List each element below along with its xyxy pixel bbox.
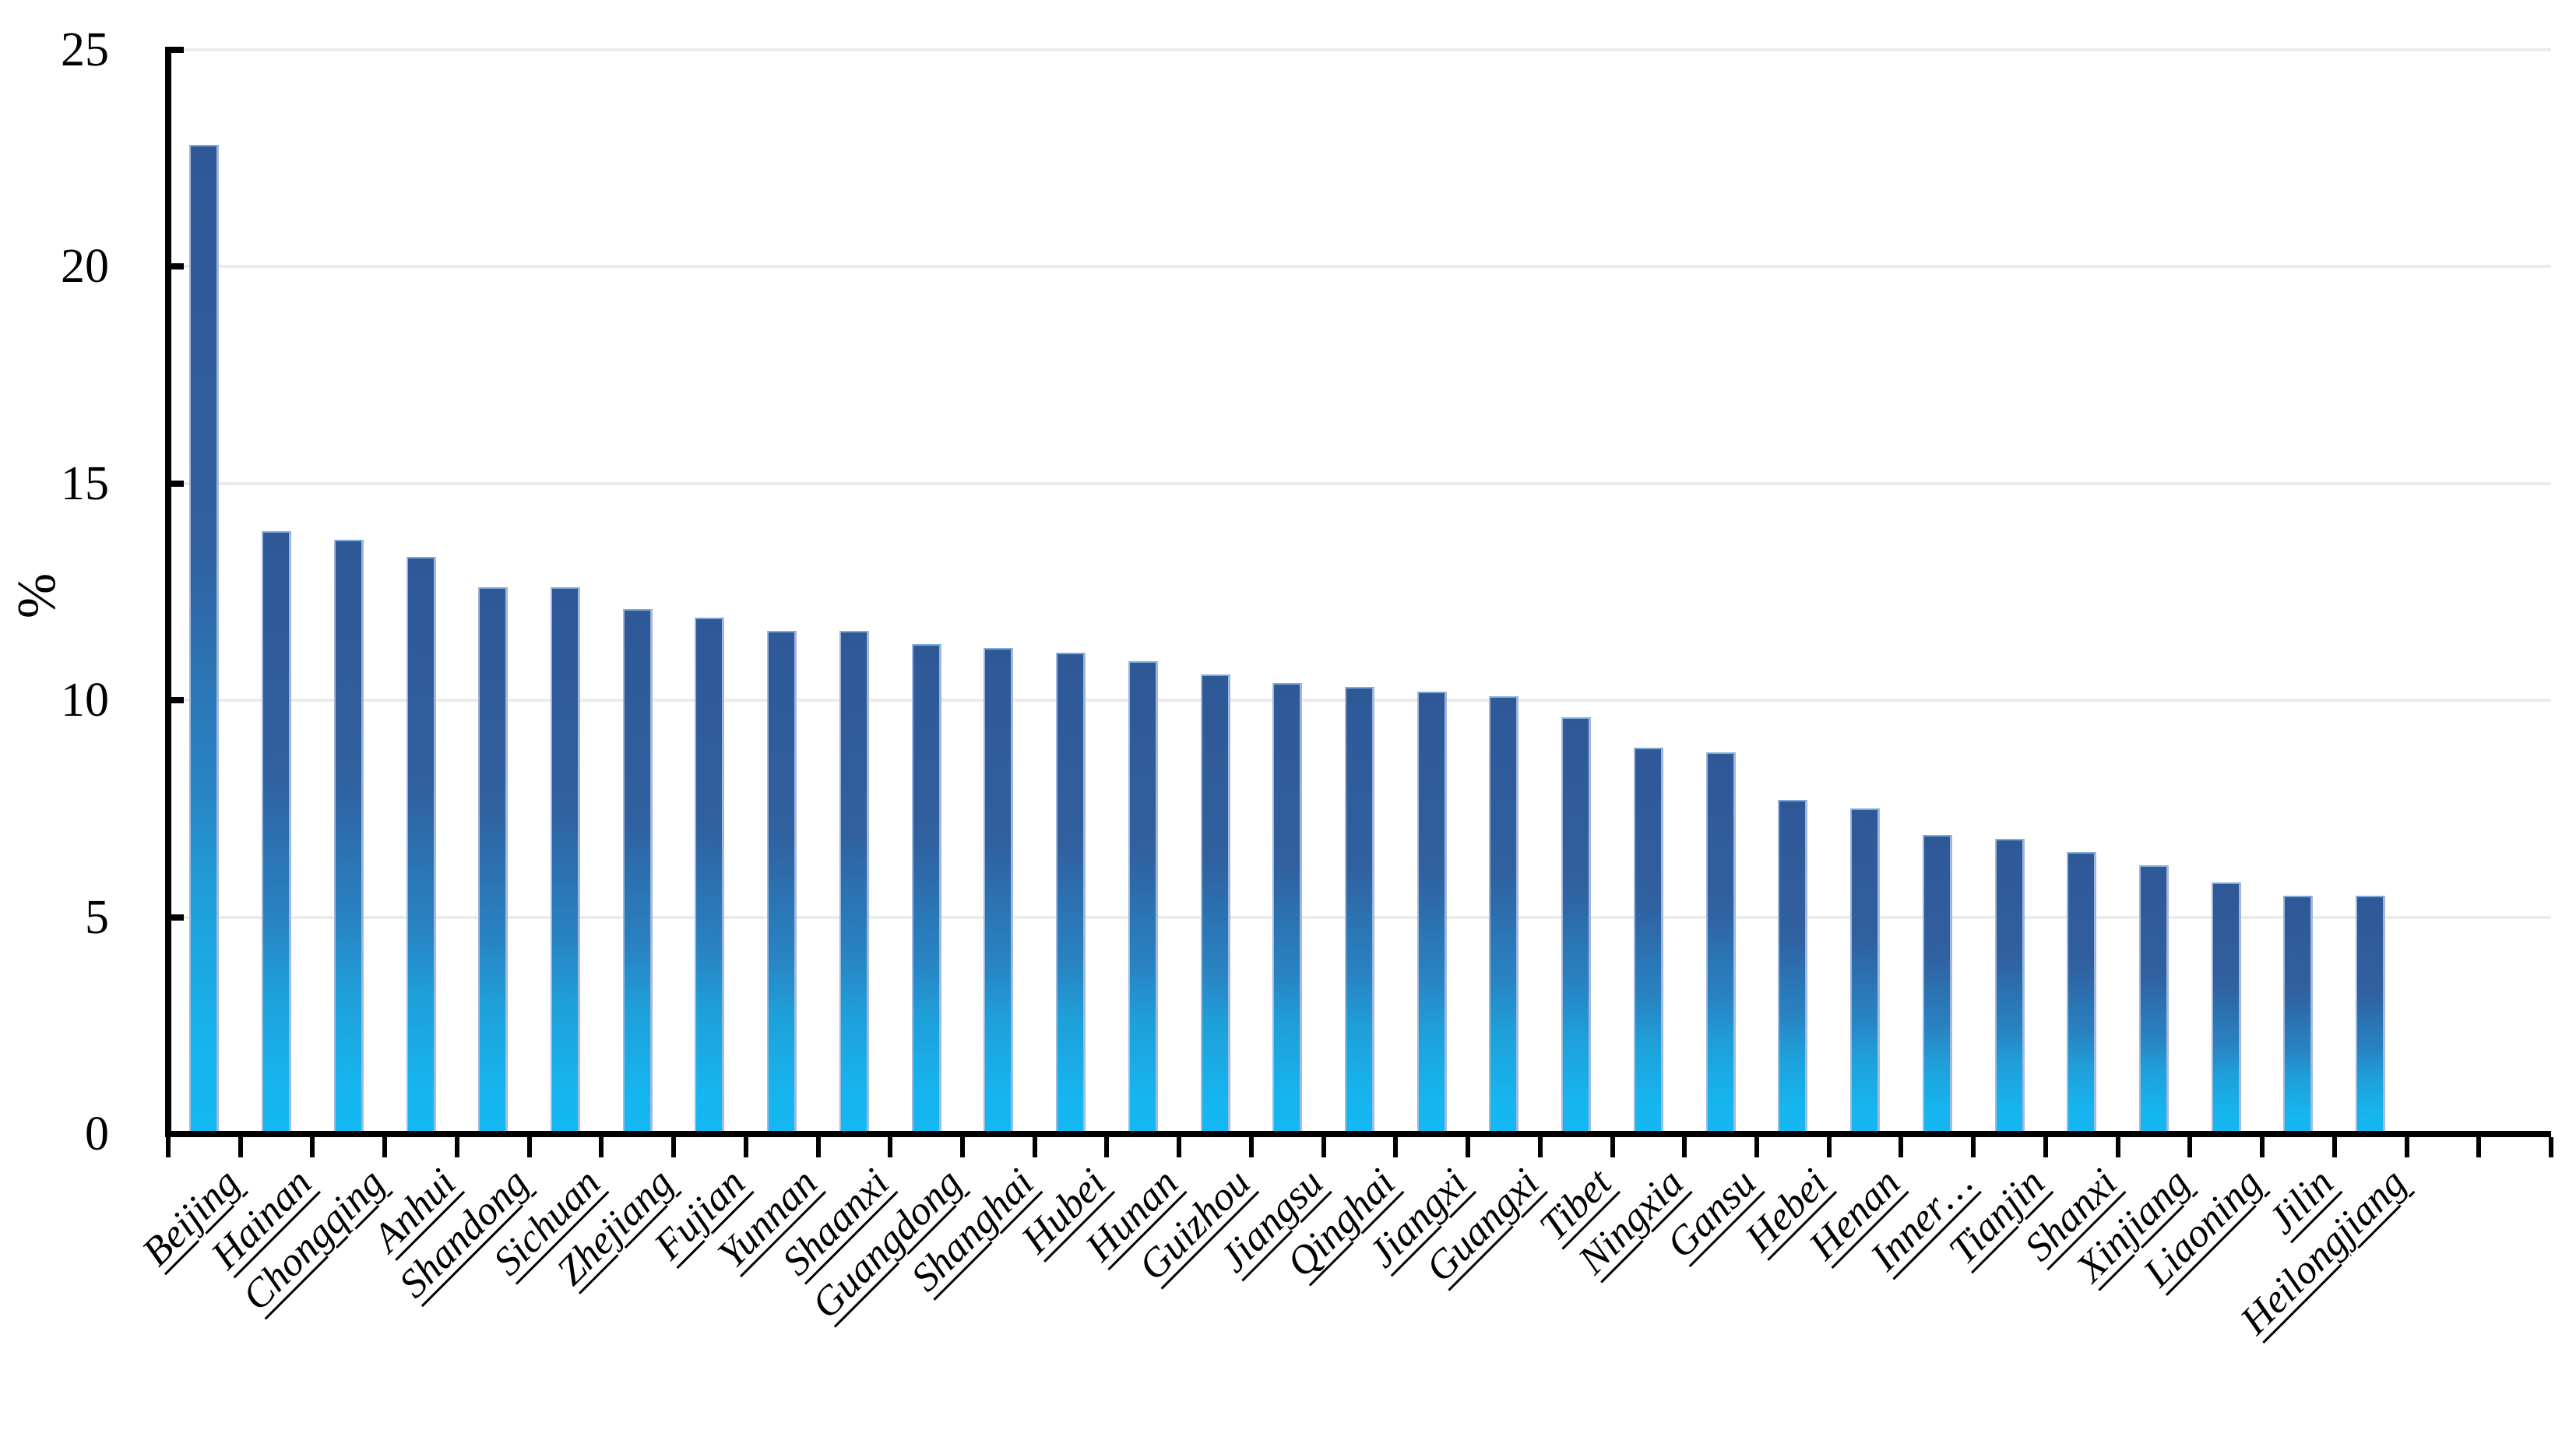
bar-beijing — [189, 145, 220, 1134]
bar-tianjin — [1994, 839, 2025, 1134]
x-tick-2 — [310, 1137, 315, 1157]
bar-hebei — [1778, 800, 1808, 1134]
bar-qinghai — [1345, 687, 1374, 1134]
x-tick-7 — [671, 1137, 677, 1157]
x-tick-23 — [1826, 1137, 1832, 1157]
x-tick-8 — [743, 1137, 748, 1157]
x-tick-3 — [382, 1137, 388, 1157]
x-tick-21 — [1682, 1137, 1687, 1157]
x-tick-4 — [454, 1137, 459, 1157]
x-tick-28 — [2187, 1137, 2193, 1157]
y-axis-line — [165, 50, 171, 1137]
x-tick-26 — [2043, 1137, 2048, 1157]
bar-jiangsu — [1272, 682, 1303, 1134]
x-tick-10 — [888, 1137, 893, 1157]
bar-xinjiang — [2139, 865, 2169, 1134]
bar-hunan — [1128, 661, 1158, 1134]
bar-ningxia — [1633, 748, 1663, 1134]
gridline-25 — [168, 48, 2551, 51]
x-tick-30 — [2331, 1137, 2337, 1157]
x-tick-25 — [1971, 1137, 1976, 1157]
x-tick-0 — [166, 1137, 171, 1157]
bar-heilongjiang — [2356, 895, 2386, 1134]
y-tick-15 — [165, 480, 184, 487]
y-tick-label-5: 5 — [85, 890, 109, 944]
x-tick-32 — [2476, 1137, 2482, 1157]
x-tick-31 — [2404, 1137, 2409, 1157]
bar-hubei — [1056, 652, 1086, 1134]
bar-gansu — [1705, 752, 1736, 1134]
bar-jiangxi — [1416, 692, 1447, 1134]
x-tick-22 — [1754, 1137, 1759, 1157]
bar-jilin — [2283, 895, 2314, 1134]
gridline-15 — [168, 481, 2551, 485]
x-tick-20 — [1610, 1137, 1615, 1157]
x-axis-line — [165, 1131, 2551, 1137]
bar-hainan — [262, 531, 292, 1134]
bar-zhejiang — [622, 609, 653, 1134]
bar-guangdong — [911, 643, 941, 1134]
bar-anhui — [406, 557, 436, 1134]
x-tick-17 — [1393, 1137, 1399, 1157]
y-tick-20 — [165, 263, 184, 270]
bar-liaoning — [2211, 882, 2241, 1134]
bar-shandong — [478, 587, 509, 1134]
bar-yunnan — [767, 631, 797, 1134]
bar-tibet — [1561, 717, 1592, 1134]
bar-sichuan — [551, 587, 580, 1134]
y-axis-title: % — [7, 572, 67, 619]
x-tick-13 — [1104, 1137, 1110, 1157]
bar-fujian — [695, 618, 725, 1134]
bar-chongqing — [333, 540, 364, 1134]
y-tick-label-0: 0 — [85, 1108, 109, 1161]
x-tick-15 — [1248, 1137, 1254, 1157]
bar-guangxi — [1489, 696, 1519, 1134]
y-tick-label-15: 15 — [61, 456, 109, 510]
x-tick-6 — [599, 1137, 604, 1157]
bar-shaanxi — [839, 631, 869, 1134]
x-tick-24 — [1899, 1137, 1904, 1157]
y-tick-10 — [165, 697, 184, 704]
y-tick-label-25: 25 — [61, 23, 109, 76]
x-tick-29 — [2260, 1137, 2265, 1157]
x-tick-18 — [1466, 1137, 1471, 1157]
bar-guizhou — [1200, 674, 1230, 1134]
bar-shanghai — [984, 648, 1014, 1134]
y-tick-5 — [165, 914, 184, 921]
x-tick-5 — [526, 1137, 532, 1157]
y-tick-25 — [165, 47, 184, 53]
bar-henan — [1850, 808, 1881, 1134]
x-tick-16 — [1321, 1137, 1326, 1157]
x-tick-27 — [2115, 1137, 2120, 1157]
gridline-20 — [168, 265, 2551, 269]
x-tick-11 — [960, 1137, 965, 1157]
x-tick-12 — [1032, 1137, 1037, 1157]
x-tick-1 — [238, 1137, 243, 1157]
x-tick-19 — [1537, 1137, 1543, 1157]
x-tick-14 — [1177, 1137, 1182, 1157]
x-tick-9 — [815, 1137, 821, 1157]
bar-inner — [1922, 834, 1952, 1134]
x-tick-33 — [2549, 1137, 2553, 1157]
bar-shanxi — [2067, 852, 2097, 1134]
y-tick-label-20: 20 — [61, 240, 109, 294]
y-tick-label-10: 10 — [61, 674, 109, 727]
